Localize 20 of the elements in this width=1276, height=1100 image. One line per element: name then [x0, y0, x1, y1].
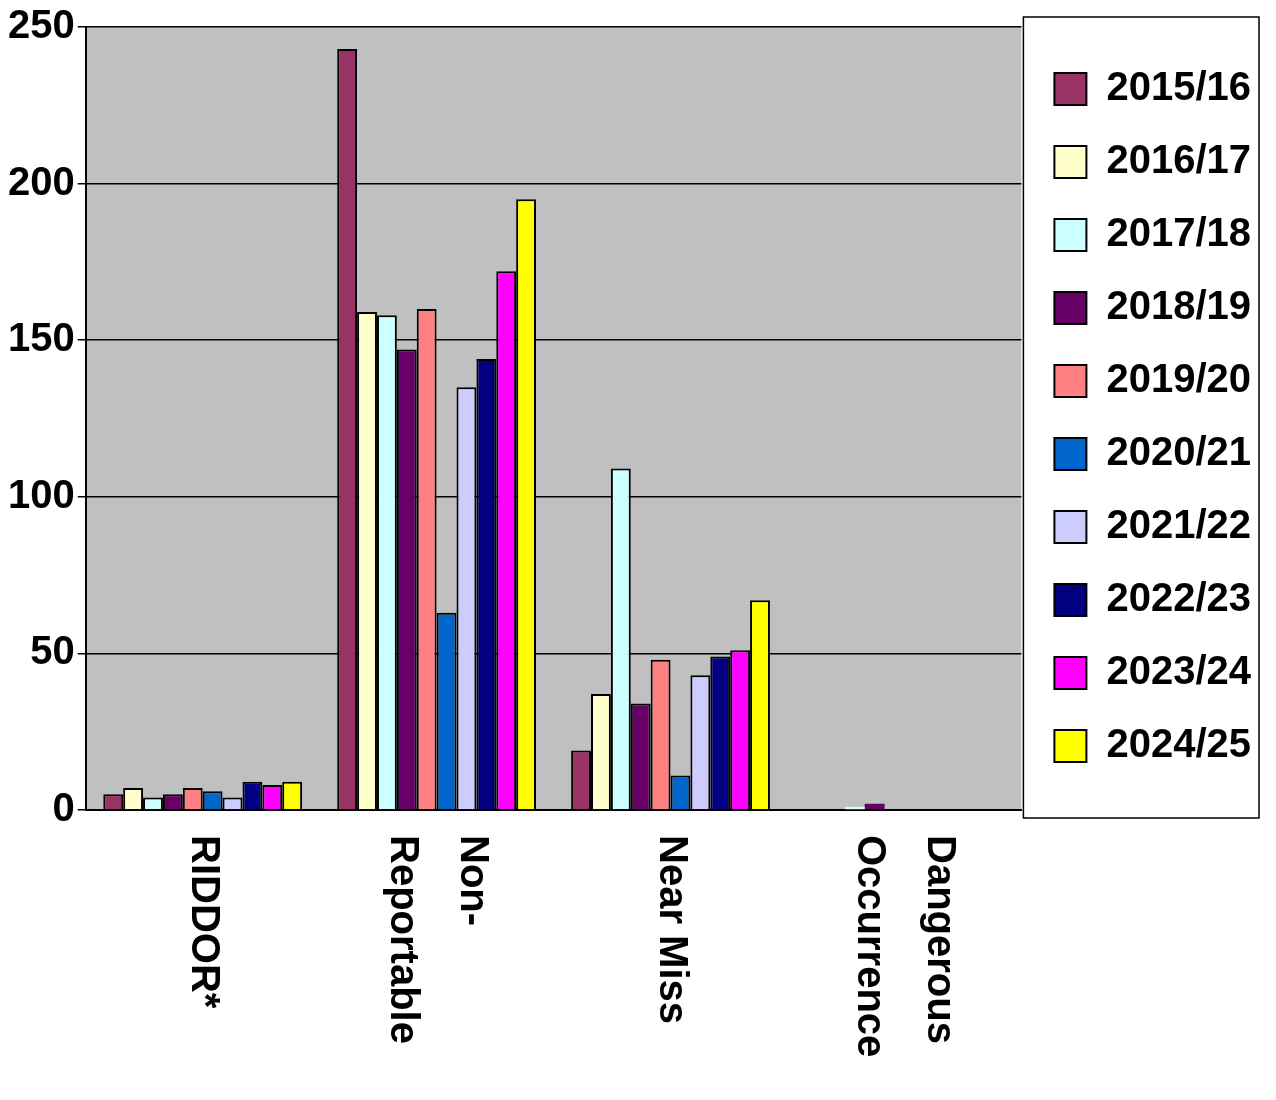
legend-label: 2020/21 [1106, 429, 1251, 474]
y-tick-label: 200 [7, 158, 75, 203]
x-tick-label: RIDDOR* [183, 835, 228, 1009]
legend-label: 2022/23 [1106, 575, 1251, 620]
y-tick-label: 50 [30, 628, 75, 673]
y-tick-label: 0 [52, 785, 75, 830]
x-tick-label: Near Miss [651, 835, 696, 1024]
legend-label: 2015/16 [1106, 64, 1251, 109]
legend-label: 2021/22 [1106, 502, 1251, 547]
legend-label: 2018/19 [1106, 283, 1251, 328]
y-tick-label: 150 [7, 315, 75, 360]
x-tick-label: Dangerous Occurrence [850, 835, 965, 1058]
legend-label: 2023/24 [1106, 648, 1252, 693]
x-tick-label: Non-Reportable [382, 835, 497, 1044]
legend-label: 2016/17 [1106, 137, 1251, 182]
legend-label: 2024/25 [1106, 721, 1251, 766]
y-tick-label: 100 [7, 471, 75, 516]
legend-label: 2017/18 [1106, 210, 1251, 255]
y-tick-label: 250 [7, 2, 75, 47]
legend-label: 2019/20 [1106, 356, 1251, 401]
